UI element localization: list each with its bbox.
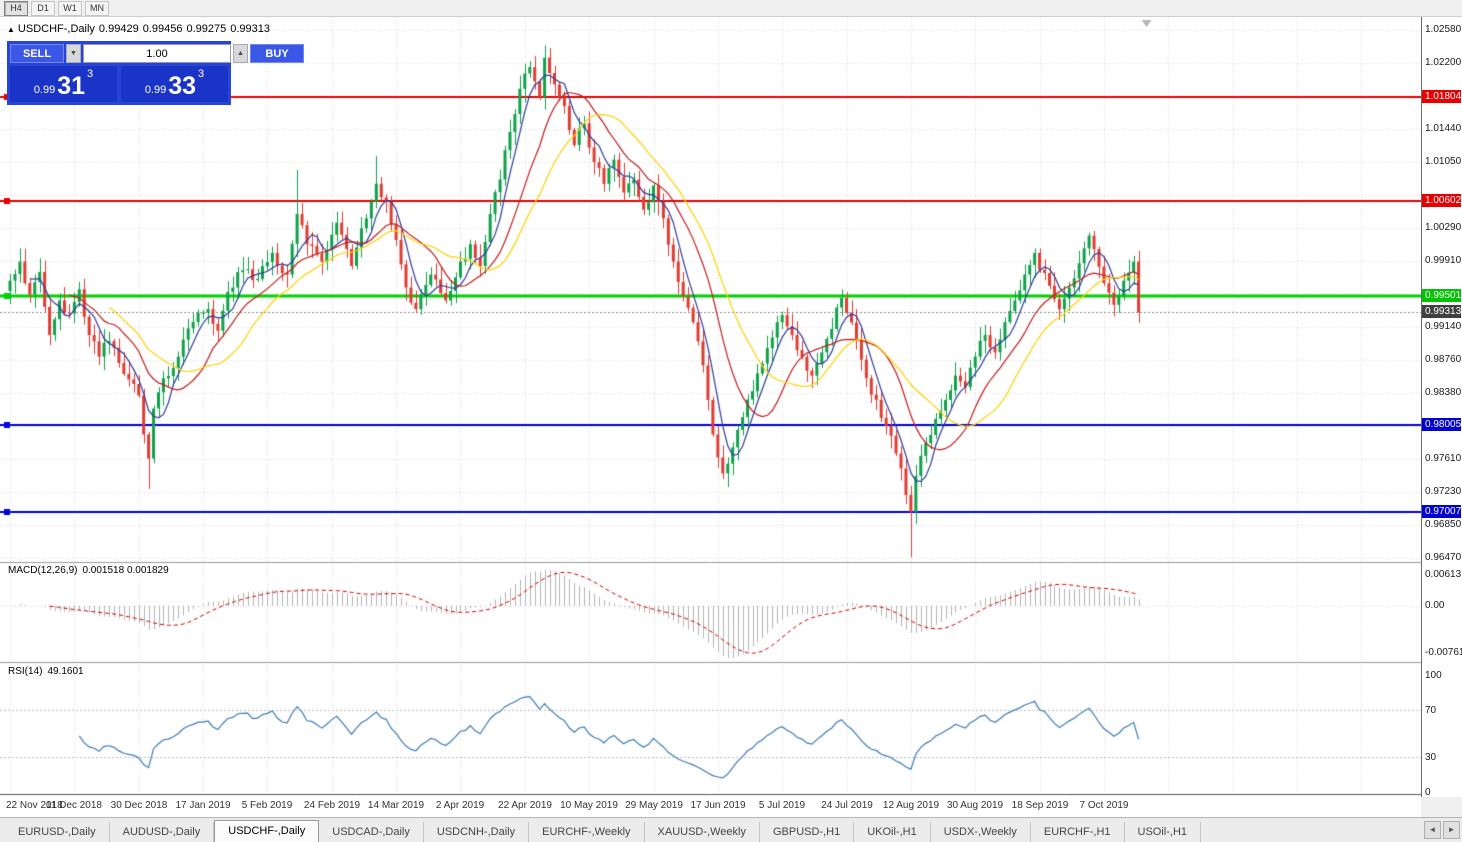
date-axis-label: 30 Aug 2019 [946,800,1004,811]
ask-price-box[interactable]: 0.99 33 3 [121,66,228,102]
volume-input[interactable] [83,44,231,63]
bid-pipette: 3 [87,68,94,80]
chart-tab-ukoil-h1[interactable]: UKOil-,H1 [854,822,931,842]
rsi-name: RSI(14) [8,666,43,677]
price-grid-label: 0.99140 [1425,321,1462,332]
price-grid-label: 0.97230 [1425,486,1462,497]
buy-button[interactable]: BUY [250,44,304,63]
line-price-label: 1.01804 [1422,90,1461,103]
chart-tab-bar: EURUSD-,Daily AUDUSD-,Daily USDCHF-,Daily U… [0,817,1462,842]
rsi-axis-label: 30 [1425,752,1437,763]
line-price-label: 0.97007 [1422,505,1461,518]
date-axis-label: 2 Apr 2019 [435,800,485,811]
date-axis-label: 10 May 2019 [560,800,618,811]
chart-tab-list: EURUSD-,Daily AUDUSD-,Daily USDCHF-,Daily U… [5,820,1202,842]
date-axis-label: 22 Nov 2018 [6,800,63,811]
price-grid-label: 0.99910 [1425,255,1462,266]
tab-scroll-left-icon[interactable]: ◄ [1424,821,1441,839]
macd-name: MACD(12,26,9) [8,565,78,576]
price-axis[interactable]: 1.02580 1.02200 1.01440 1.01050 1.00290 0.999… [1421,17,1462,798]
bid-price-box[interactable]: 0.99 31 3 [10,66,117,102]
macd-axis-label: -0.00761 [1425,647,1462,658]
chart-symbol-label: USDCHF-,Daily [17,23,95,35]
timeframe-button-w1[interactable]: W1 [58,0,82,16]
chart-tab-usdcnh-daily[interactable]: USDCNH-,Daily [424,822,530,842]
volume-increase-icon[interactable]: ▲ [233,44,248,63]
chart-tab-usdx-weekly[interactable]: USDX-,Weekly [931,822,1031,842]
price-grid-label: 0.96850 [1425,519,1462,530]
price-grid-label: 0.98380 [1425,387,1462,398]
date-axis-label: 12 Aug 2019 [882,800,940,811]
rsi-axis-label: 100 [1425,670,1442,681]
collapse-panel-icon[interactable]: ▲ [7,25,15,34]
chart-tab-eurchf-h1[interactable]: EURCHF-,H1 [1031,822,1125,842]
timeframe-toolbar: H4 D1 W1 MN [0,0,1462,17]
date-axis-label: 5 Jul 2019 [758,800,806,811]
date-axis-label: 14 Mar 2019 [367,800,425,811]
macd-axis-label: 0.00 [1425,600,1445,611]
date-axis-label: 17 Jan 2019 [175,800,231,811]
line-price-label: 0.98005 [1422,418,1461,431]
chart-tab-eurusd-daily[interactable]: EURUSD-,Daily [5,822,110,842]
chart-tab-usoil-h1[interactable]: USOil-,H1 [1125,822,1202,842]
line-price-label: 1.00602 [1422,194,1461,207]
bid-big-digits: 31 [57,72,86,100]
macd-label: MACD(12,26,9) 0.001518 0.001829 [8,565,169,576]
price-grid-label: 1.01050 [1425,156,1462,167]
price-grid-label: 1.02580 [1425,24,1462,35]
chart-tab-usdcad-daily[interactable]: USDCAD-,Daily [319,822,424,842]
date-axis-label: 24 Jul 2019 [821,800,873,811]
ask-pipette: 3 [198,68,205,80]
ohlc-close: 0.99313 [230,23,270,35]
timeframe-button-d1[interactable]: D1 [31,0,55,16]
chart-region: ▲ USDCHF-,Daily 0.99429 0.99456 0.99275 0.993… [0,17,1462,798]
macd-axis-label: 0.00613 [1425,569,1462,580]
date-axis-label: 29 May 2019 [625,800,683,811]
chart-title: ▲ USDCHF-,Daily 0.99429 0.99456 0.99275 0.993… [7,23,274,35]
price-grid-label: 0.97610 [1425,453,1462,464]
ask-prefix: 0.99 [144,84,167,96]
timeframe-button-h4[interactable]: H4 [4,0,28,16]
price-grid-label: 0.96470 [1425,552,1462,563]
rsi-value: 49.1601 [47,666,84,677]
date-axis-label: 22 Apr 2019 [498,800,552,811]
ask-big-digits: 33 [168,72,197,100]
rsi-axis-label: 70 [1425,705,1437,716]
chart-tab-xauusd-weekly[interactable]: XAUUSD-,Weekly [645,822,760,842]
price-grid-label: 1.00290 [1425,222,1462,233]
macd-values: 0.001518 0.001829 [82,565,169,576]
date-axis-label: 18 Sep 2019 [1011,800,1069,811]
bid-prefix: 0.99 [33,84,56,96]
sell-button[interactable]: SELL [10,44,64,63]
chart-tab-gbpusd-h1[interactable]: GBPUSD-,H1 [760,822,855,842]
rsi-label: RSI(14) 49.1601 [8,666,84,677]
date-axis-label: 5 Feb 2019 [241,800,293,811]
current-price-label: 0.99313 [1422,305,1461,318]
rsi-axis-label: 0 [1425,787,1431,798]
price-grid-label: 1.01440 [1425,123,1462,134]
date-axis[interactable]: 22 Nov 2018 11 Dec 2018 30 Dec 2018 17 Jan … [0,797,1421,817]
price-grid-label: 1.02200 [1425,57,1462,68]
ohlc-open: 0.99429 [98,23,139,35]
line-price-label: 0.99501 [1422,289,1461,302]
timeframe-button-mn[interactable]: MN [85,0,109,16]
chart-tab-usdchf-daily[interactable]: USDCHF-,Daily [214,820,320,842]
ohlc-high: 0.99456 [142,23,183,35]
date-axis-label: 7 Oct 2019 [1079,800,1129,811]
tab-scroll-right-icon[interactable]: ► [1443,821,1460,839]
date-axis-label: 11 Dec 2018 [46,800,102,811]
chart-tab-eurchf-weekly[interactable]: EURCHF-,Weekly [529,822,645,842]
volume-decrease-icon[interactable]: ▼ [66,44,81,63]
price-grid-label: 0.98760 [1425,354,1462,365]
price-chart-canvas[interactable] [0,17,1421,797]
chart-tab-audusd-daily[interactable]: AUDUSD-,Daily [110,822,215,842]
ohlc-low: 0.99275 [186,23,227,35]
date-axis-label: 24 Feb 2019 [303,800,361,811]
date-axis-label: 30 Dec 2018 [110,800,168,811]
date-axis-label: 17 Jun 2019 [690,800,746,811]
